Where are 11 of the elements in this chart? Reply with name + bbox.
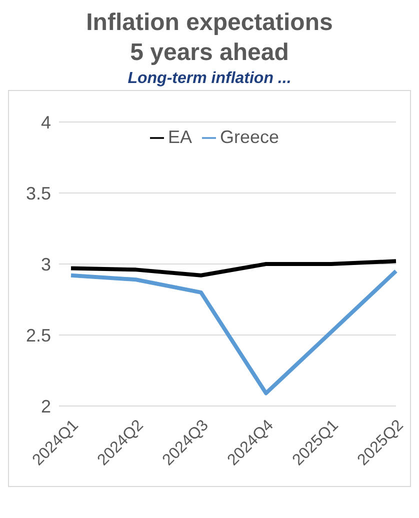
- chart-title: Inflation expectations 5 years ahead: [85, 8, 334, 68]
- y-tick-label: 4: [40, 112, 51, 132]
- line-series: [69, 269, 398, 396]
- legend-label: EA: [168, 127, 192, 147]
- y-tick-label: 2: [40, 396, 51, 416]
- y-tick-label: 3.5: [26, 183, 51, 204]
- line-series: [69, 259, 398, 278]
- y-tick-label: 3: [40, 254, 51, 274]
- legend-label: Greece: [220, 127, 280, 147]
- y-tick-label: 2.5: [26, 325, 51, 346]
- chart-subtitle: Long-term inflation ...: [126, 69, 292, 89]
